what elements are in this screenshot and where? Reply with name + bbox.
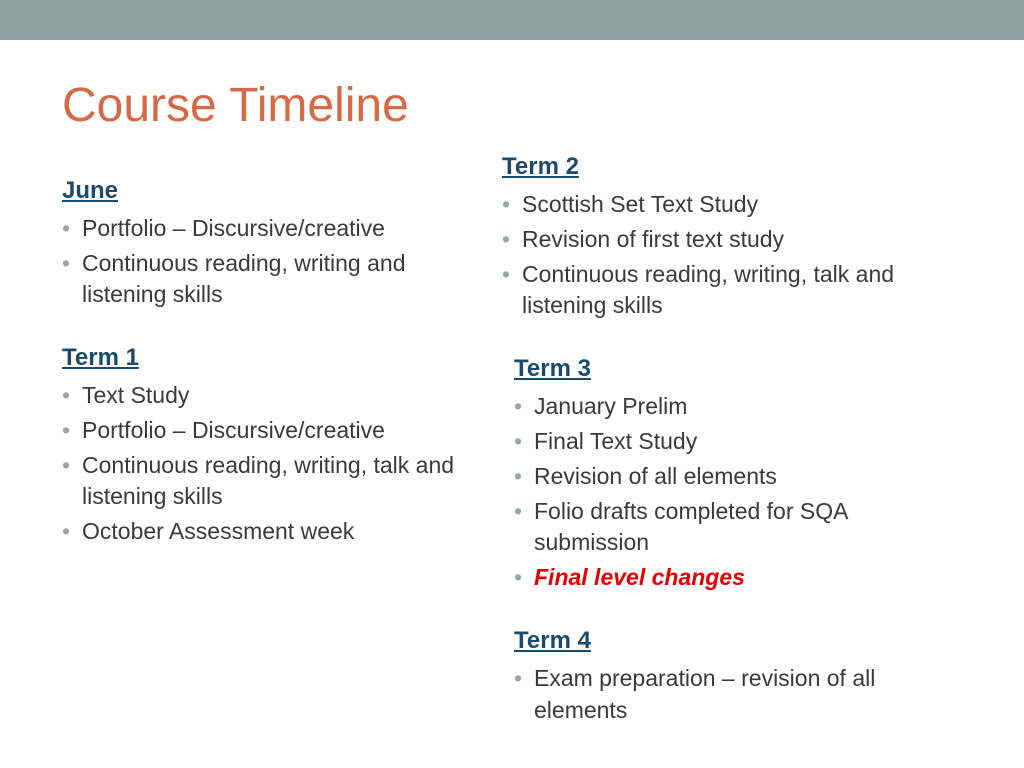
content-area: June Portfolio – Discursive/creative Conti… (62, 153, 1024, 760)
section-heading: Term 1 (62, 344, 472, 372)
timeline-section: Term 3 January Prelim Final Text Study Revi… (514, 355, 962, 593)
section-heading: June (62, 177, 472, 205)
timeline-section: Term 2 Scottish Set Text Study Revision of… (502, 153, 962, 321)
list-item: Final level changes (514, 562, 962, 593)
list-item: January Prelim (514, 391, 962, 422)
section-list: Portfolio – Discursive/creative Continuou… (62, 213, 472, 310)
timeline-section: Term 4 Exam preparation – revision of all… (514, 627, 962, 725)
slide-title: Course Timeline (62, 78, 1024, 133)
list-item: Text Study (62, 380, 472, 411)
column-right: Term 2 Scottish Set Text Study Revision of… (492, 153, 962, 760)
list-item: Continuous reading, writing, talk and li… (62, 450, 472, 512)
list-item: Continuous reading, writing, talk and li… (502, 259, 962, 321)
list-item: Revision of all elements (514, 461, 962, 492)
list-item: Continuous reading, writing and listenin… (62, 248, 472, 310)
section-list: January Prelim Final Text Study Revision o… (514, 391, 962, 593)
list-item: Scottish Set Text Study (502, 189, 962, 220)
top-bar (0, 0, 1024, 40)
list-item-text: Final level changes (534, 564, 745, 590)
column-left: June Portfolio – Discursive/creative Conti… (62, 153, 492, 760)
timeline-section: Term 1 Text Study Portfolio – Discursive/c… (62, 344, 472, 547)
timeline-section: June Portfolio – Discursive/creative Conti… (62, 177, 472, 310)
section-list: Text Study Portfolio – Discursive/creativ… (62, 380, 472, 547)
list-item: Final Text Study (514, 426, 962, 457)
section-list: Scottish Set Text Study Revision of first… (502, 189, 962, 321)
list-item: Portfolio – Discursive/creative (62, 213, 472, 244)
section-heading: Term 4 (514, 627, 962, 655)
list-item: Portfolio – Discursive/creative (62, 415, 472, 446)
list-item: Exam preparation – revision of all eleme… (514, 663, 962, 725)
list-item: Folio drafts completed for SQA submissio… (514, 496, 962, 558)
section-list: Exam preparation – revision of all eleme… (514, 663, 962, 725)
list-item: Revision of first text study (502, 224, 962, 255)
section-heading: Term 3 (514, 355, 962, 383)
section-heading: Term 2 (502, 153, 962, 181)
list-item: October Assessment week (62, 516, 472, 547)
